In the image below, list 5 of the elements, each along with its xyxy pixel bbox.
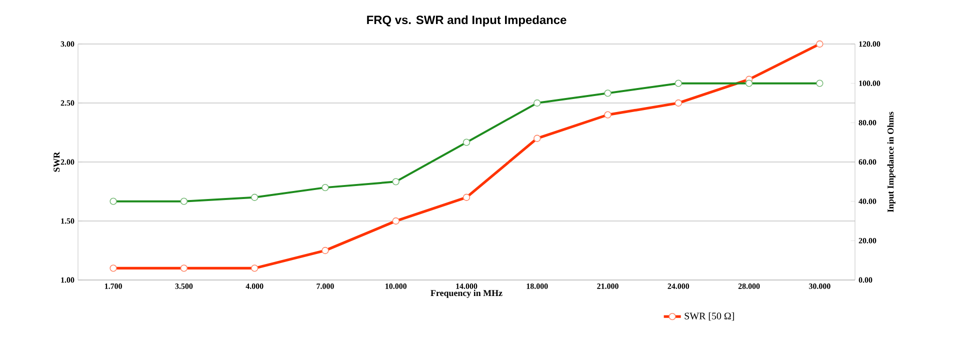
chart-title: FRQ vs. SWR and Input Impedance <box>367 15 566 27</box>
x-axis-title: Frequency in MHz <box>430 290 502 298</box>
y-axis-title: SWR <box>54 152 60 172</box>
legend-label: SWR [50 Ω] <box>684 312 734 321</box>
y2-axis-title: Input Impedance in Ohms <box>887 112 896 212</box>
